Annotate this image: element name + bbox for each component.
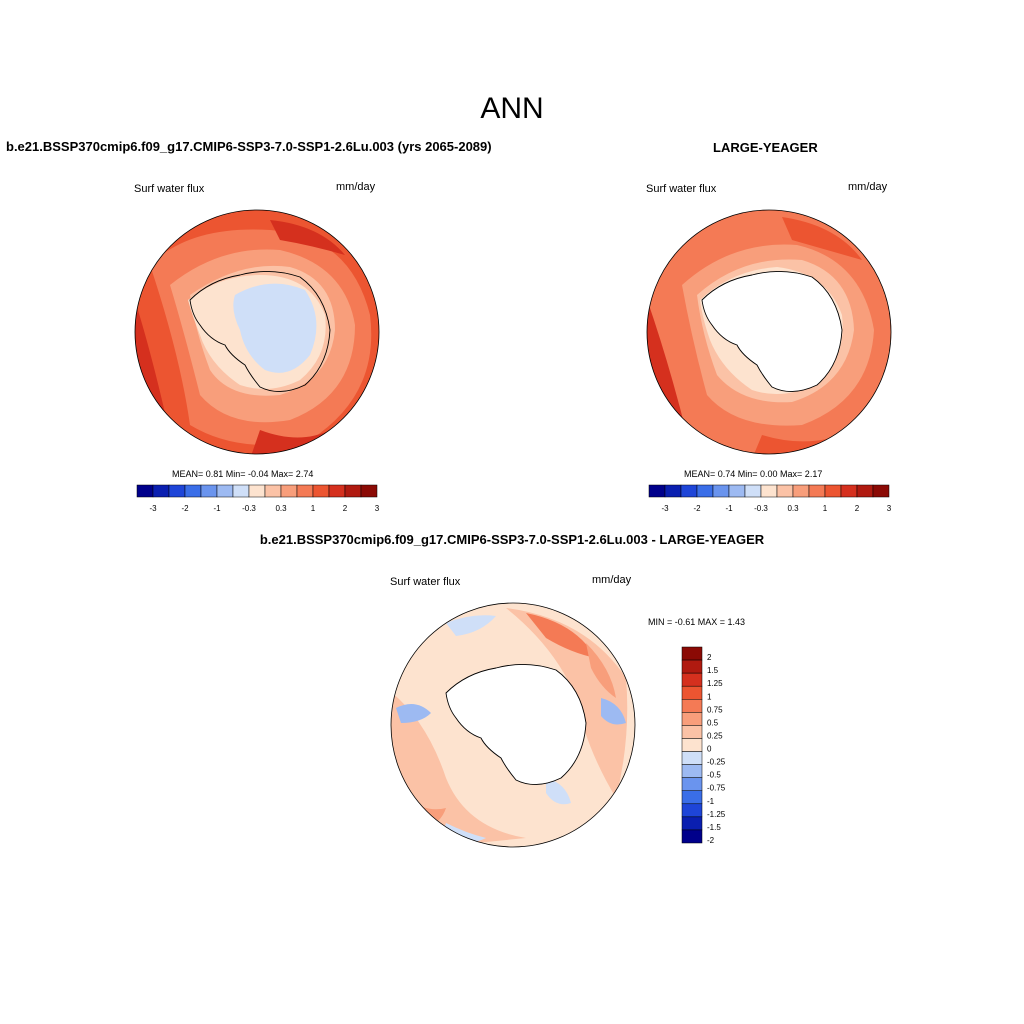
panel-3-colorbar-tick-label: 1.25 xyxy=(707,679,723,688)
panel-3-colorbar-tick-label: 0 xyxy=(707,745,712,754)
panel-3-colorbar-swatch xyxy=(681,685,703,700)
panel-1-colorbar-swatch xyxy=(312,484,330,498)
panel-2-colorbar-tick-label: -0.3 xyxy=(754,504,768,513)
panel-2-units: mm/day xyxy=(848,181,888,193)
panel-1-units: mm/day xyxy=(336,181,376,193)
panel-1-colorbar-swatch xyxy=(264,484,282,498)
panel-1-colorbar-tick-label: 2 xyxy=(343,504,348,513)
panel-2-colorbar-swatch xyxy=(856,484,874,498)
panel-1-colorbar-tick-label: 1 xyxy=(311,504,316,513)
panel-1-colorbar: -3 -2 -1 -0.3 0.3 1 2 3 xyxy=(136,484,380,513)
panel-3-stats: MIN = -0.61 MAX = 1.43 xyxy=(648,617,746,627)
panel-1-colorbar-swatch xyxy=(344,484,362,498)
panel-1-stats: MEAN= 0.81 Min= -0.04 Max= 2.74 xyxy=(172,469,314,479)
panel-2-colorbar-tick-label: 0.3 xyxy=(787,504,799,513)
panel-3-colorbar-tick-label: 0.25 xyxy=(707,731,723,740)
panel-3-colorbar-tick-label: -0.5 xyxy=(707,771,721,780)
panel-1-colorbar-tick-label: -3 xyxy=(149,504,157,513)
panel-3-colorbar-swatch xyxy=(681,777,703,791)
panel-3-colorbar-tick-label: -1.25 xyxy=(707,810,726,819)
panel-1-colorbar-tick-label: -1 xyxy=(213,504,221,513)
panel-1-colorbar-tick-label: 0.3 xyxy=(275,504,287,513)
panel-2-colorbar-swatch xyxy=(760,484,778,498)
panel-1-colorbar-tick-label: -0.3 xyxy=(242,504,256,513)
panel-3-colorbar-swatch xyxy=(681,699,703,713)
panel-2-colorbar-swatch xyxy=(712,484,730,498)
panel-2-colorbar-tick-label: -1 xyxy=(725,504,733,513)
panel-1-colorbar-swatch xyxy=(200,484,218,498)
panel-2-colorbar-tick-label: 3 xyxy=(887,504,892,513)
panel-2-stats: MEAN= 0.74 Min= 0.00 Max= 2.17 xyxy=(684,469,823,479)
panel-3-colorbar-swatch xyxy=(681,803,703,818)
panel-3-colorbar-tick-label: -0.25 xyxy=(707,758,726,767)
panel-3-colorbar-tick-label: -2 xyxy=(707,836,715,845)
panel-3-colorbar-tick-label: -0.75 xyxy=(707,784,726,793)
panel-3-units: mm/day xyxy=(592,574,632,586)
panel-2-colorbar-swatch xyxy=(696,484,714,498)
panel-1-colorbar-swatch xyxy=(216,484,234,498)
panel-2-colorbar-swatch xyxy=(728,484,746,498)
panel-3-colorbar-swatch xyxy=(681,738,703,752)
panel-2-colorbar-swatch xyxy=(808,484,826,498)
panel-3-colorbar-tick-label: 2 xyxy=(707,653,712,662)
panel-2-colorbar-tick-label: -2 xyxy=(693,504,701,513)
panel-3-colorbar-tick-label: 0.5 xyxy=(707,718,719,727)
panel-1-colorbar-swatch xyxy=(296,484,314,498)
panel-3-variable: Surf water flux xyxy=(390,576,461,588)
panel-1-polar-map xyxy=(134,209,380,455)
panel-2-colorbar-tick-label: 2 xyxy=(855,504,860,513)
panel-1-colorbar-swatch xyxy=(232,484,250,498)
panel-2-variable: Surf water flux xyxy=(646,183,717,195)
panel-3-title: b.e21.BSSP370cmip6.f09_g17.CMIP6-SSP3-7.… xyxy=(259,532,765,547)
panel-2-polar-map xyxy=(646,209,892,455)
panel-3-colorbar-tick-label: 1 xyxy=(707,692,712,701)
panel-3-colorbar-swatch xyxy=(681,816,703,831)
panel-2-colorbar-swatch xyxy=(776,484,794,498)
panel-1-colorbar-swatch xyxy=(184,484,202,498)
panel-3-colorbar-swatch xyxy=(681,659,703,674)
panel-3-colorbar: 2 1.5 1.25 1 0.75 0.5 0.25 0 -0.25 -0.5 -0.75 -1 -1.… xyxy=(681,646,726,845)
panel-3-colorbar-swatch xyxy=(681,764,703,778)
panel-3-colorbar-tick-label: 0.75 xyxy=(707,705,723,714)
panel-1-colorbar-tick-label: -2 xyxy=(181,504,189,513)
panel-3-colorbar-tick-label: -1.5 xyxy=(707,823,721,832)
panel-3-colorbar-swatch xyxy=(681,712,703,726)
panel-1-colorbar-swatch xyxy=(360,484,378,498)
panel-1-colorbar-swatch xyxy=(152,484,170,498)
panel-1-colorbar-swatch xyxy=(168,484,186,498)
panel-3-colorbar-swatch xyxy=(681,725,703,739)
panel-3-colorbar-tick-label: 1.5 xyxy=(707,666,719,675)
panel-2-colorbar-swatch xyxy=(648,484,666,498)
panel-1-variable: Surf water flux xyxy=(134,183,205,195)
panel-1-colorbar-swatch xyxy=(136,484,154,498)
panel-3-polar-map xyxy=(390,602,636,848)
panel-1-colorbar-swatch xyxy=(328,484,346,498)
panel-2-colorbar-swatch xyxy=(840,484,858,498)
panel-2-colorbar-swatch xyxy=(664,484,682,498)
panel-3-colorbar-swatch xyxy=(681,790,703,805)
figure-title: ANN xyxy=(480,92,544,125)
panel-2-colorbar-swatch xyxy=(680,484,698,498)
panel-2-colorbar: -3 -2 -1 -0.3 0.3 1 2 3 xyxy=(648,484,892,513)
panel-2-colorbar-swatch xyxy=(744,484,762,498)
panel-1-colorbar-swatch xyxy=(248,484,266,498)
panel-3-colorbar-swatch xyxy=(681,829,703,844)
panel-2-title: LARGE-YEAGER xyxy=(713,140,818,155)
panel-1-colorbar-tick-label: 3 xyxy=(375,504,380,513)
panel-2-colorbar-tick-label: 1 xyxy=(823,504,828,513)
panel-2-colorbar-swatch xyxy=(824,484,842,498)
panel-2-colorbar-tick-label: -3 xyxy=(661,504,669,513)
panel-3-colorbar-tick-label: -1 xyxy=(707,797,715,806)
panel-2-colorbar-swatch xyxy=(792,484,810,498)
panel-2-colorbar-swatch xyxy=(872,484,890,498)
panel-3-colorbar-swatch xyxy=(681,751,703,765)
panel-3-colorbar-swatch xyxy=(681,672,703,687)
panel-1-title: b.e21.BSSP370cmip6.f09_g17.CMIP6-SSP3-7.… xyxy=(6,139,492,154)
panel-3-colorbar-swatch xyxy=(681,646,703,661)
panel-1-colorbar-swatch xyxy=(280,484,298,498)
